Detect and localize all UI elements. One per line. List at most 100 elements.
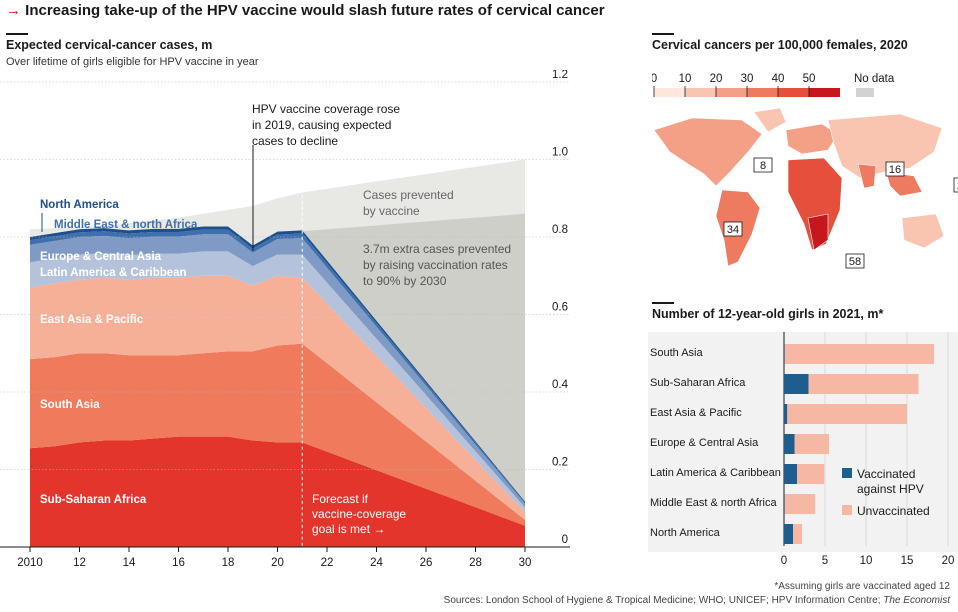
series-label: Europe & Central Asia (40, 251, 162, 263)
headline-text: Increasing take-up of the HPV vaccine wo… (25, 2, 605, 19)
scale-swatch (809, 88, 840, 97)
y-tick-label: 0.6 (552, 302, 568, 314)
bar-category-label: Middle East & north Africa (650, 497, 777, 509)
area-sub-saharan-africa (30, 436, 525, 547)
bar-category-label: East Asia & Pacific (650, 407, 742, 419)
area-east-asia-pacific (30, 275, 525, 520)
bar-unvaccinated (793, 524, 803, 544)
asia-shape (827, 113, 943, 179)
callout-box (885, 161, 905, 177)
forecast-label: vaccine-coverage (312, 507, 406, 521)
bar-x-tick-label: 15 (901, 555, 914, 567)
bar-chart-title: Number of 12-year-old girls in 2021, m* (652, 307, 884, 321)
series-label: Sub-Saharan Africa (40, 494, 147, 506)
callout-box (845, 253, 865, 269)
sources-text: Sources: London School of Hygiene & Trop… (443, 595, 881, 606)
bar-vaccinated-against-hpv (784, 374, 809, 394)
coverage-annotation: cases to decline (252, 134, 338, 148)
legend-label-unvaccinated: Unvaccinated (857, 504, 930, 518)
callout-box (723, 221, 743, 237)
bar-x-tick-label: 0 (781, 555, 787, 567)
south-asia-shape (857, 163, 877, 189)
area-chart-title: Expected cervical-cancer cases, m (6, 38, 213, 52)
x-tick-label: 2010 (17, 557, 43, 569)
bar-category-label: Europe & Central Asia (650, 437, 759, 449)
forecast-label: Forecast if (312, 492, 369, 506)
scale-swatch (685, 88, 716, 97)
no-data-label: No data (854, 73, 895, 85)
x-tick-label: 14 (123, 557, 136, 569)
bar-vaccinated-against-hpv (784, 404, 788, 424)
x-tick-label: 28 (469, 557, 482, 569)
callout-label: 16 (889, 164, 901, 176)
scale-swatch (778, 88, 809, 97)
bar-title-rule (652, 302, 674, 304)
y-tick-label: 1.0 (552, 147, 568, 159)
callout-label: 58 (849, 256, 861, 268)
callout-label: 8 (760, 160, 766, 172)
extra-prevented-label: to 90% by 2030 (363, 274, 447, 288)
y-tick-label: 0.2 (552, 457, 568, 469)
extra-prevented-label: by raising vaccination rates (363, 258, 508, 272)
scale-tick-label: 40 (772, 73, 785, 85)
extra-prevented-label: 3.7m extra cases prevented (363, 242, 511, 256)
bar-vaccinated-against-hpv (784, 434, 795, 454)
y-tick-label: 0.4 (552, 379, 569, 391)
series-label: South Asia (40, 399, 100, 411)
legend-swatch-vaccinated (842, 468, 852, 478)
x-tick-label: 18 (222, 557, 235, 569)
no-data-swatch (856, 88, 874, 97)
bar-vaccinated-against-hpv (784, 494, 785, 514)
legend-label-vaccinated: against HPV (857, 482, 924, 496)
area-chart: 0 0.2 0.4 0.6 0.8 1.0 1.2 2010 12 14 16 18 20 22 24 26 2… (0, 70, 570, 569)
bar-unvaccinated (808, 374, 919, 394)
bar-x-tick-label: 5 (822, 555, 828, 567)
world-map: 0 10 20 30 40 50 No data 8 16 27 34 58 (652, 73, 958, 269)
scale-tick-label: 10 (679, 73, 692, 85)
bar-category-label: North America (650, 527, 721, 539)
footnote: *Assuming girls are vaccinated aged 12 (774, 581, 950, 592)
north-america-shape (653, 117, 763, 187)
legend-label-vaccinated: Vaccinated (857, 467, 915, 481)
headline: → Increasing take-up of the HPV vaccine … (6, 2, 605, 19)
callout-box (753, 157, 773, 173)
x-tick-label: 24 (370, 557, 383, 569)
area-latin-america-caribbean (30, 251, 525, 513)
sources-tail: The Economist (883, 595, 950, 606)
map-title-rule (652, 33, 674, 35)
bar-category-label: Latin America & Caribbean (650, 467, 781, 479)
scale-swatch (716, 88, 747, 97)
bar-unvaccinated (787, 404, 907, 424)
area-chart-subtitle: Over lifetime of girls eligible for HPV … (6, 56, 259, 68)
bar-unvaccinated (794, 434, 830, 454)
bar-chart: 0 5 10 15 20 South Asia Sub-Saharan Africa East… (648, 332, 958, 567)
series-label: East Asia & Pacific (40, 314, 144, 326)
y-tick-label: 0 (562, 534, 568, 546)
legend-swatch-unvaccinated (842, 505, 852, 515)
scale-swatch (747, 88, 778, 97)
cases-prevented-label: by vaccine (363, 204, 420, 218)
southern-africa-shape (807, 213, 829, 251)
greenland-shape (753, 107, 787, 133)
europe-shape (785, 123, 839, 155)
bar-vaccinated-against-hpv (784, 464, 798, 484)
extra-prevented-area (302, 213, 525, 502)
scale-tick-label: 0 (652, 73, 657, 85)
y-tick-label: 0.8 (552, 224, 568, 236)
callout-box (953, 177, 958, 193)
southeast-asia-shape (885, 171, 923, 197)
series-label: North America (40, 199, 119, 211)
forecast-label: goal is met → (312, 522, 385, 536)
callout-label: 27 (957, 180, 958, 192)
x-tick-label: 12 (73, 557, 86, 569)
scale-swatch (654, 88, 685, 97)
bar-x-tick-label: 10 (860, 555, 873, 567)
series-label: Latin America & Caribbean (40, 267, 187, 279)
bar-category-label: South Asia (650, 347, 703, 359)
bar-unvaccinated (784, 344, 935, 364)
x-tick-label: 26 (420, 557, 433, 569)
headline-arrow: → (6, 2, 21, 19)
area-south-asia (30, 343, 525, 526)
left-title-rule (6, 33, 28, 35)
y-tick-label: 1.2 (552, 70, 568, 81)
